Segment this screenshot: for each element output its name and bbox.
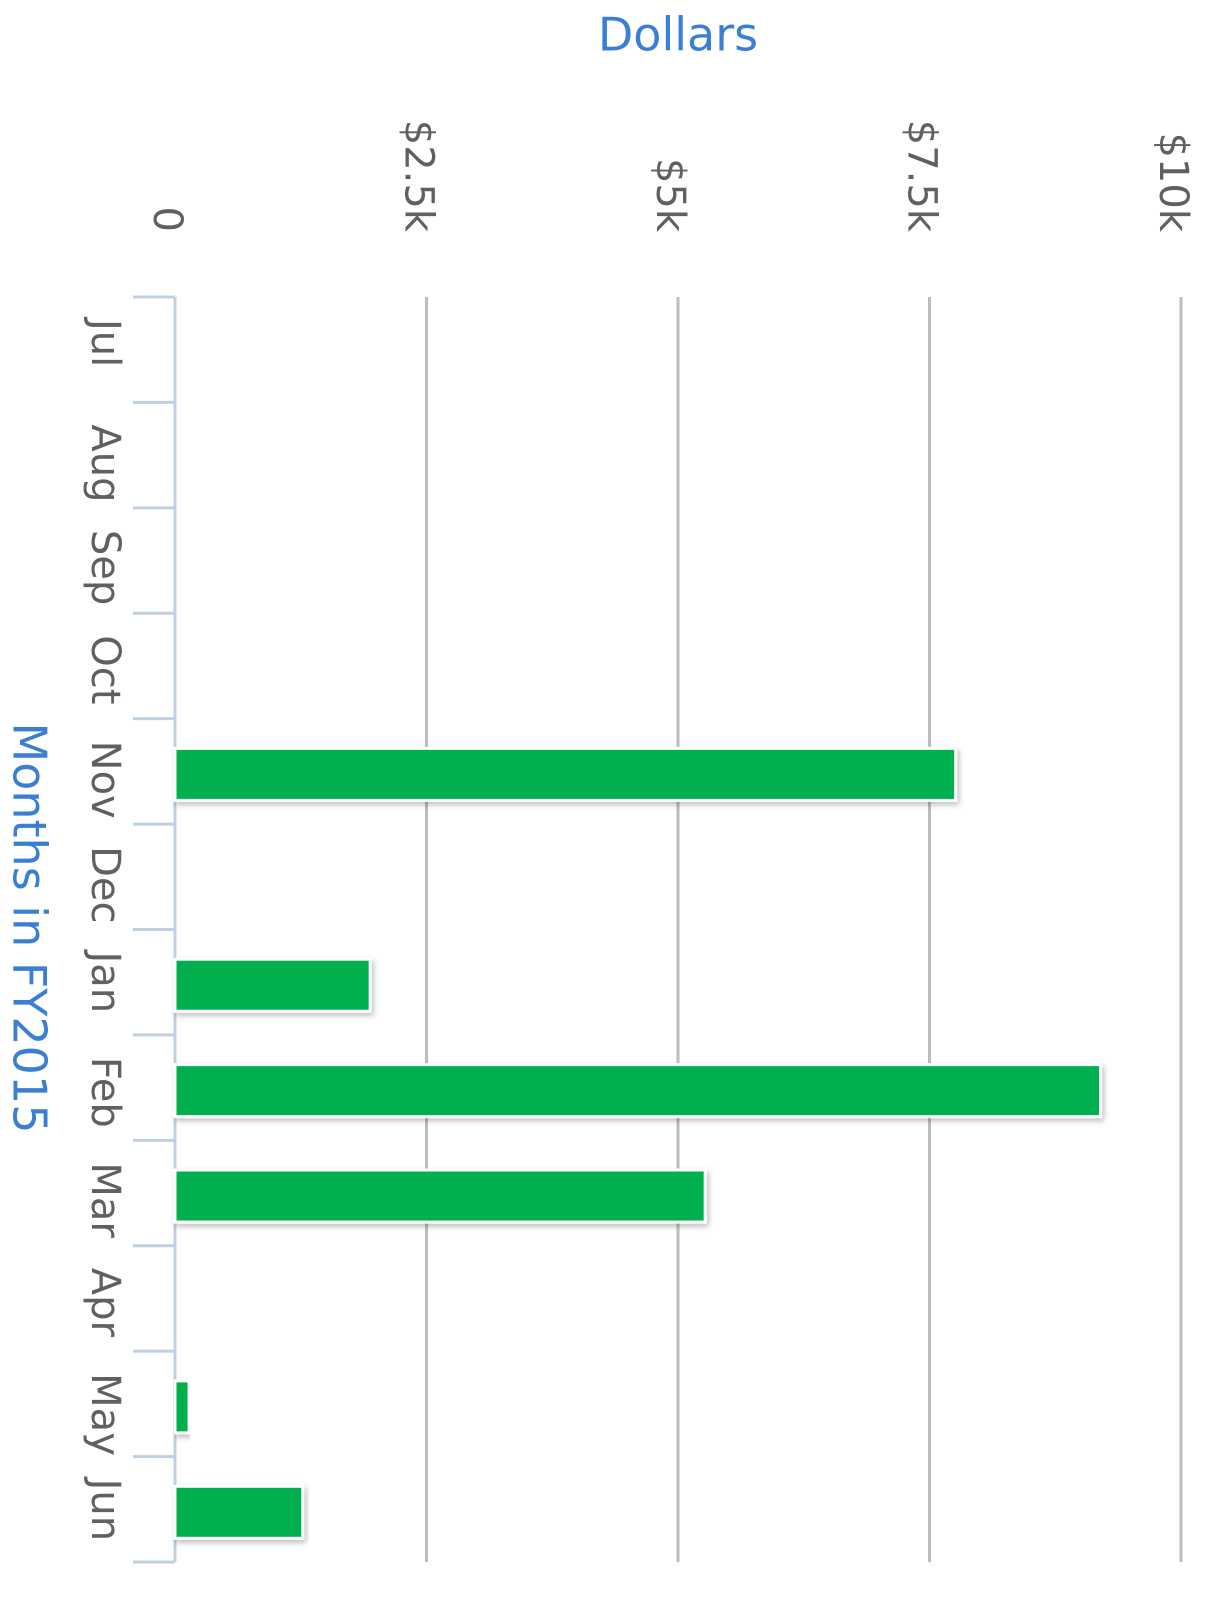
category-label: Jun xyxy=(82,1476,128,1542)
value-tick-label: $2.5k xyxy=(396,120,442,233)
bar xyxy=(173,1379,191,1435)
category-label: Jan xyxy=(82,949,128,1014)
category-label: Sep xyxy=(82,530,128,605)
category-label: Mar xyxy=(82,1162,128,1238)
category-label: Nov xyxy=(82,741,128,819)
value-tick-label: 0 xyxy=(144,207,190,232)
category-label: Oct xyxy=(82,635,128,704)
category-axis-title: Months in FY2015 xyxy=(3,723,57,1134)
value-tick-label: $10k xyxy=(1150,132,1196,232)
bar xyxy=(173,746,958,802)
category-label: Jul xyxy=(82,316,128,367)
bar xyxy=(173,1484,305,1540)
category-label: Dec xyxy=(82,846,128,923)
value-tick-label: $5k xyxy=(647,158,693,233)
category-label: May xyxy=(82,1373,128,1456)
value-axis-title: Dollars xyxy=(598,8,758,62)
bar xyxy=(173,1168,707,1224)
bar xyxy=(173,1063,1103,1119)
bar xyxy=(173,957,372,1013)
value-tick-label: $7.5k xyxy=(899,120,945,233)
category-label: Apr xyxy=(82,1268,128,1338)
category-label: Aug xyxy=(82,424,128,502)
category-label: Feb xyxy=(82,1057,128,1128)
